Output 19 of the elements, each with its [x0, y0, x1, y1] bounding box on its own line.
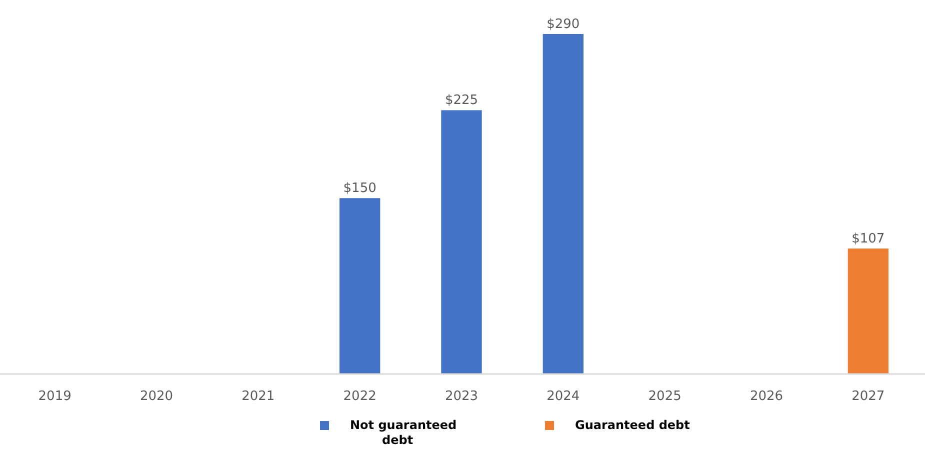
legend-label: Guaranteed debt — [575, 418, 690, 432]
data-label: $290 — [546, 17, 580, 32]
data-label: $150 — [343, 181, 376, 196]
bar — [340, 198, 380, 374]
x-tick-label: 2021 — [242, 389, 275, 404]
x-tick-label: 2020 — [140, 389, 174, 404]
x-tick-label: 2022 — [343, 389, 376, 404]
data-label: $225 — [444, 93, 478, 108]
x-tick-label: 2027 — [852, 389, 885, 404]
x-tick-label: 2024 — [546, 389, 580, 404]
x-tick-label: 2023 — [444, 389, 478, 404]
data-label: $107 — [852, 232, 885, 247]
x-tick-label: 2019 — [38, 389, 72, 404]
x-tick-label: 2025 — [648, 389, 682, 404]
x-tick-label: 2026 — [750, 389, 784, 404]
bar — [848, 248, 888, 374]
bar — [542, 34, 584, 374]
bar — [441, 110, 482, 374]
legend-label: Not guaranteed debt — [350, 418, 457, 447]
